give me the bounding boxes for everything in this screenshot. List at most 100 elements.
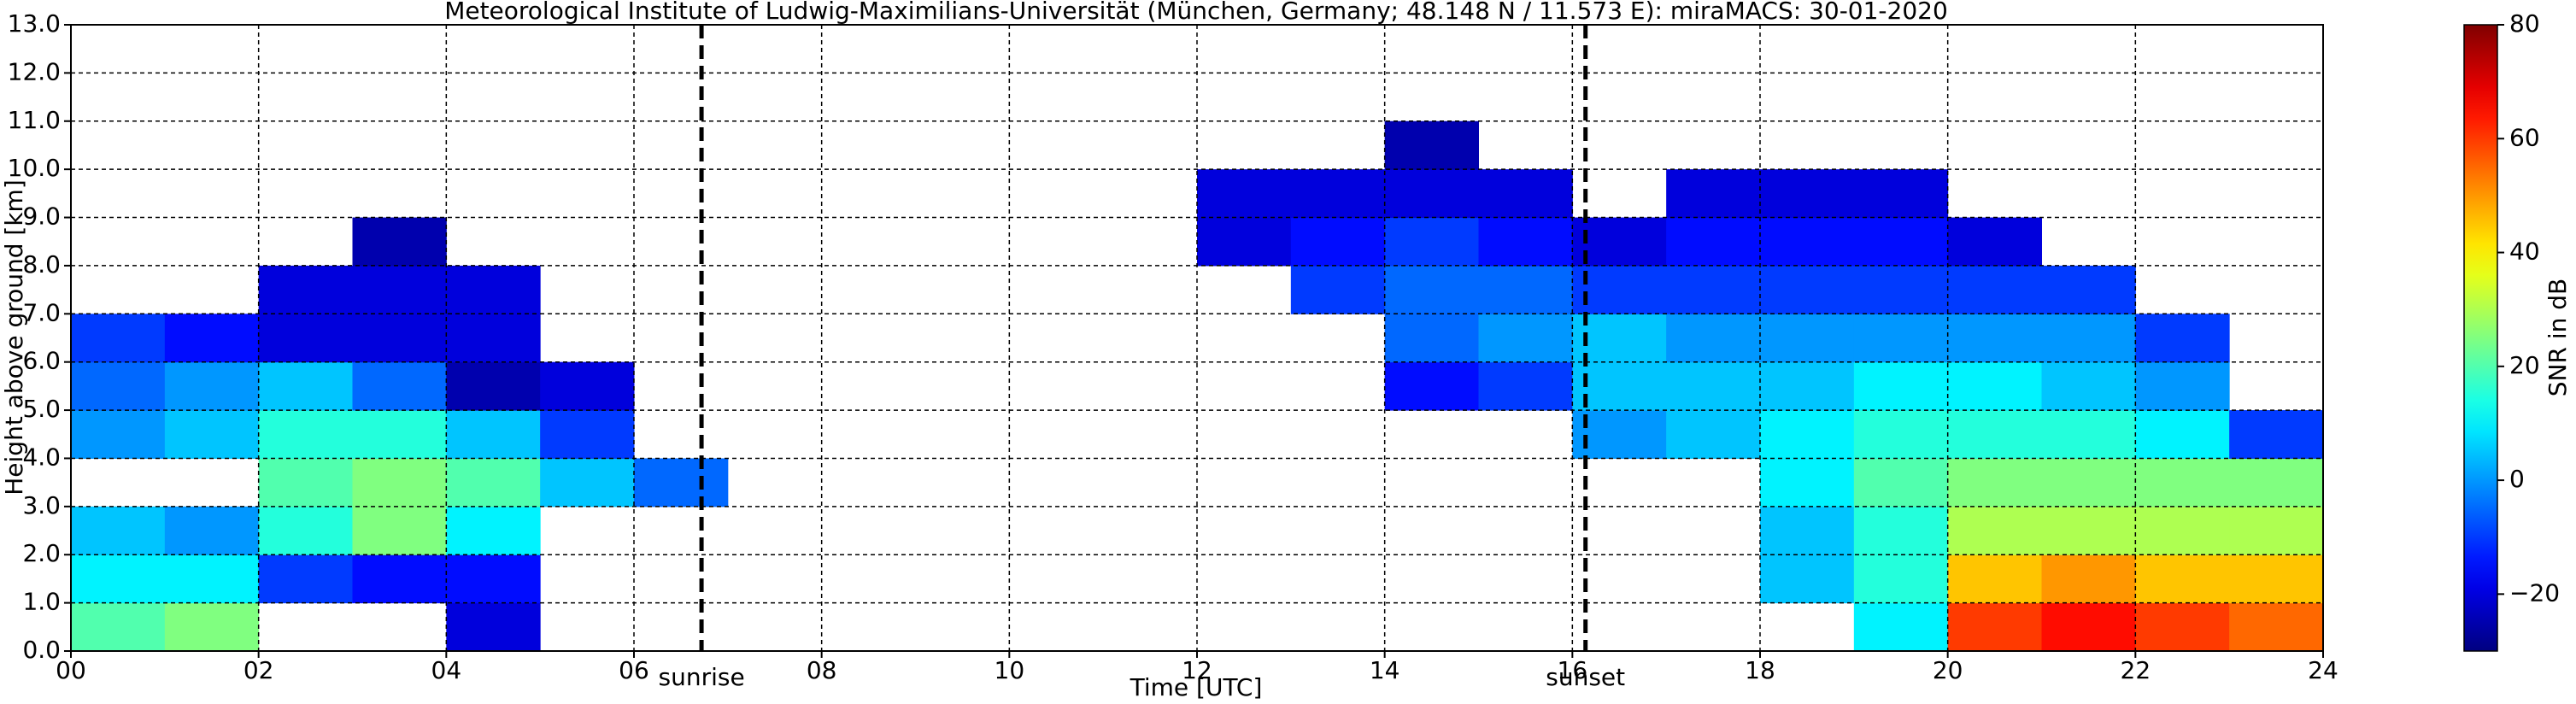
heatmap-cell: [1853, 217, 1949, 267]
x-tick-label: 24: [2308, 656, 2338, 684]
heatmap-cell: [2229, 602, 2324, 652]
chart-title: Meteorological Institute of Ludwig-Maxim…: [444, 0, 1948, 25]
heatmap-cell: [1384, 265, 1479, 314]
heatmap-cell: [1760, 314, 1855, 363]
heatmap-cell: [1478, 169, 1573, 219]
heatmap-cell: [1666, 265, 1761, 314]
y-tick-label: 3.0: [22, 491, 61, 519]
x-tick-label: 14: [1370, 656, 1400, 684]
heatmap-cell: [1384, 169, 1479, 219]
y-tick-label: 4.0: [22, 443, 61, 471]
heatmap-cell: [1853, 169, 1949, 219]
heatmap-cell: [1853, 458, 1949, 507]
heatmap-cell: [2041, 506, 2136, 555]
heatmap-cell: [1947, 361, 2042, 411]
y-tick-label: 12.0: [8, 57, 61, 85]
heatmap-cell: [1947, 265, 2042, 314]
colorbar-tick-label: 20: [2509, 351, 2540, 379]
colorbar-tick-label: 0: [2509, 465, 2525, 493]
heatmap-cell: [2229, 506, 2324, 555]
heatmap-cell: [258, 506, 353, 555]
heatmap-cell: [1478, 361, 1573, 411]
y-tick-label: 9.0: [22, 202, 61, 231]
heatmap-cell: [71, 314, 166, 363]
heatmap-cell: [352, 217, 447, 267]
y-tick-label: 2.0: [22, 539, 61, 567]
heatmap-cell: [164, 554, 260, 604]
heatmap-cell: [1666, 217, 1761, 267]
heatmap-cell: [1290, 265, 1386, 314]
heatmap-cell: [1572, 265, 1667, 314]
heatmap-cell: [1947, 410, 2042, 459]
heatmap-cell: [1572, 361, 1667, 411]
heatmap-cell: [1666, 314, 1761, 363]
heatmap-cell: [1666, 169, 1761, 219]
y-tick-label: 10.0: [8, 154, 61, 182]
heatmap-cell: [2135, 506, 2230, 555]
heatmap-cell: [352, 361, 447, 411]
heatmap-cell: [1853, 410, 1949, 459]
heatmap-cell: [634, 458, 729, 507]
heatmap-cell: [1853, 361, 1949, 411]
heatmap-cell: [258, 458, 353, 507]
heatmap-cell: [2135, 602, 2230, 652]
heatmap-cell: [540, 410, 635, 459]
heatmap-cell: [1760, 506, 1855, 555]
heatmap-cell: [1760, 410, 1855, 459]
heatmap-cell: [446, 602, 541, 652]
heatmap-cell: [1197, 169, 1292, 219]
colorbar-tick-label: 40: [2509, 238, 2540, 266]
annotation-label: sunrise: [658, 663, 744, 691]
heatmap-cell: [1572, 410, 1667, 459]
heatmap-cell: [1666, 361, 1761, 411]
heatmap-cell: [1853, 506, 1949, 555]
heatmap-cell: [352, 410, 447, 459]
heatmap-cell: [1572, 217, 1667, 267]
heatmap-cell: [1853, 265, 1949, 314]
heatmap-cell: [540, 458, 635, 507]
x-tick-label: 06: [619, 656, 649, 684]
heatmap-cell: [1760, 217, 1855, 267]
heatmap-cell: [1947, 314, 2042, 363]
heatmap-cell: [1384, 217, 1479, 267]
heatmap-cell: [1947, 506, 2042, 555]
heatmap-cell: [1478, 314, 1573, 363]
colorbar: [2463, 24, 2498, 652]
heatmap-cell: [2041, 265, 2136, 314]
heatmap-cell: [540, 361, 635, 411]
heatmap-cell: [1760, 265, 1855, 314]
heatmap-cell: [258, 314, 353, 363]
heatmap-cell: [1853, 602, 1949, 652]
heatmap-cell: [1760, 169, 1855, 219]
plot-frame: [70, 24, 2324, 652]
heatmap-cell: [2135, 361, 2230, 411]
y-tick-label: 6.0: [22, 347, 61, 375]
colorbar-tick-label: −20: [2509, 578, 2560, 607]
heatmap-cell: [2229, 554, 2324, 604]
heatmap-cell: [2041, 361, 2136, 411]
heatmap-cell: [1760, 458, 1855, 507]
heatmap-cell: [258, 554, 353, 604]
heatmap-cell: [1947, 458, 2042, 507]
heatmap-cell: [1197, 217, 1292, 267]
heatmap-cell: [352, 554, 447, 604]
heatmap-cell: [1290, 169, 1386, 219]
heatmap-cell: [2041, 554, 2136, 604]
heatmap-cell: [2229, 410, 2324, 459]
heatmap-cell: [352, 458, 447, 507]
heatmap-cell: [164, 602, 260, 652]
heatmap-cell: [164, 506, 260, 555]
heatmap-cell: [71, 506, 166, 555]
heatmap-cell: [2135, 458, 2230, 507]
heatmap-cell: [446, 314, 541, 363]
heatmap-cell: [164, 361, 260, 411]
heatmap-cell: [446, 554, 541, 604]
x-tick-label: 08: [807, 656, 837, 684]
y-tick-label: 13.0: [8, 9, 61, 38]
colorbar-tick-label: 80: [2509, 9, 2540, 38]
heatmap-cell: [446, 410, 541, 459]
x-axis-label: Time [UTC]: [1130, 673, 1263, 701]
heatmap-cell: [352, 314, 447, 363]
heatmap-cell: [446, 506, 541, 555]
